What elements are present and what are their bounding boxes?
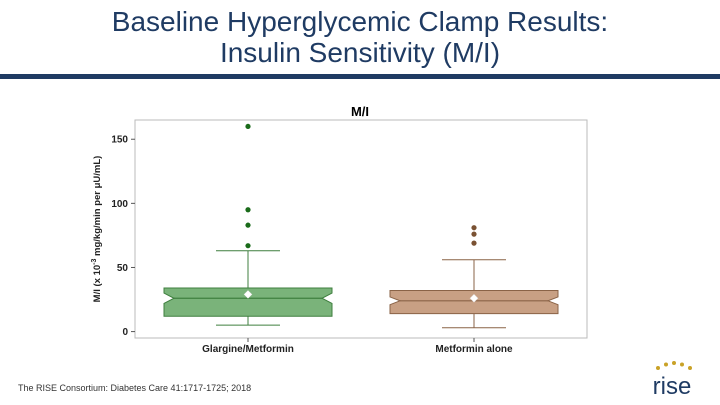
outlier-point (471, 225, 477, 231)
outlier-point (471, 231, 477, 237)
mean-marker (469, 293, 479, 303)
outlier-point (245, 243, 251, 249)
y-axis-label-sup: -3 (91, 259, 98, 265)
x-axis: Glargine/Metformin Metformin alone (202, 338, 513, 355)
mean-marker (243, 290, 253, 299)
slide-title-line1: Baseline Hyperglycemic Clamp Results: (111, 6, 609, 37)
x-tick-label: Metformin alone (435, 344, 513, 355)
chart-title: M/I (351, 104, 369, 119)
citation: The RISE Consortium: Diabetes Care 41:17… (18, 383, 252, 393)
y-tick-label: 150 (111, 135, 128, 146)
title-divider (0, 74, 720, 79)
outlier-point (245, 222, 251, 228)
y-axis-label: M/I (x 10-3 mg/kg/min per μU/mL) (91, 156, 103, 303)
y-axis-label-pre: M/I (x 10 (92, 265, 103, 303)
y-tick-label: 0 (122, 327, 128, 338)
y-axis: 0 50 100 150 (111, 135, 135, 338)
outlier-point (471, 240, 477, 246)
y-axis-label-post: mg/kg/min per μU/mL) (92, 156, 103, 259)
outlier-point (245, 207, 251, 213)
y-tick-label: 100 (111, 199, 128, 210)
boxes (163, 123, 559, 329)
x-tick-label: Glargine/Metformin (202, 344, 294, 355)
y-tick-label: 50 (117, 263, 129, 274)
rise-logo: rise (653, 361, 692, 398)
box-group (163, 123, 333, 326)
outlier-point (245, 123, 251, 130)
box-body (163, 287, 333, 317)
slide-title-line2: Insulin Sensitivity (M/I) (219, 37, 501, 68)
slide-title: Baseline Hyperglycemic Clamp Results: In… (0, 6, 720, 68)
logo-text: rise (653, 373, 692, 398)
box-group (389, 225, 559, 329)
logo-dots-icon (656, 361, 692, 370)
